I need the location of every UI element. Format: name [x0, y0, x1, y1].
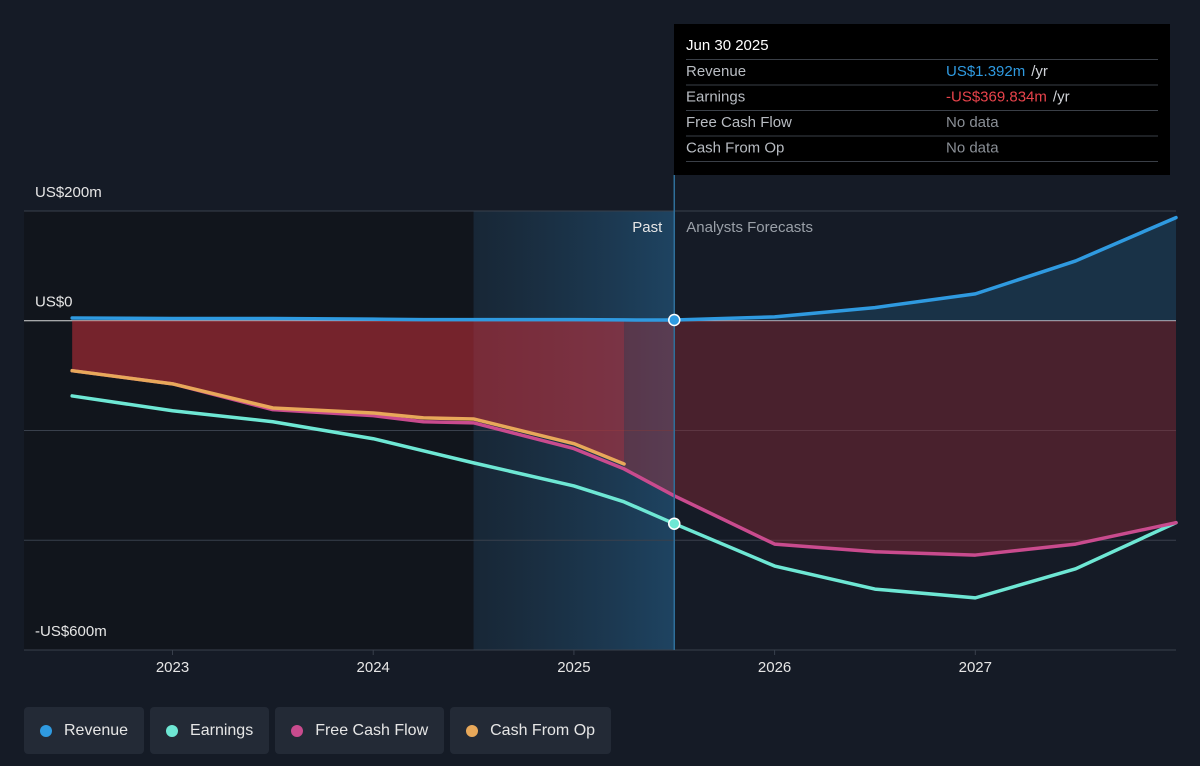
tooltip-value: US$1.392m/yr: [946, 63, 1048, 80]
x-tick-label: 2025: [557, 659, 590, 676]
value: No data: [946, 139, 999, 156]
forecast-label: Analysts Forecasts: [686, 219, 813, 236]
value: US$1.392m: [946, 63, 1025, 80]
y-tick-label: -US$600m: [35, 623, 107, 640]
series-line: [70, 368, 626, 466]
tooltip-box: [674, 24, 1170, 175]
legend-item[interactable]: Cash From Op: [450, 707, 612, 754]
legend-swatch: [291, 724, 304, 737]
tooltip-title: Jun 30 2025: [686, 37, 769, 54]
tooltip-label: Revenue: [686, 63, 746, 80]
cash-area-forecast: [674, 320, 1176, 556]
x-tick-label: 2027: [959, 659, 992, 676]
legend-swatch: [40, 724, 52, 737]
x-tick-label: 2024: [357, 659, 390, 676]
tooltip-label: Cash From Op: [686, 139, 784, 156]
revenue-area: [674, 217, 1176, 321]
cash-area-past: [72, 320, 625, 464]
series-line: [70, 215, 1178, 322]
point-marker: [668, 517, 681, 530]
point-marker: [668, 313, 681, 327]
x-tick-label: 2023: [156, 659, 189, 676]
unit: /yr: [1031, 63, 1048, 80]
value: -US$369.834m: [946, 88, 1047, 105]
unit: /yr: [1053, 88, 1070, 105]
series-line: [70, 368, 1178, 557]
past-label: Past: [632, 219, 663, 236]
legend-label: Revenue: [64, 721, 129, 739]
legend-item[interactable]: Revenue: [24, 707, 145, 754]
tooltip-label: Free Cash Flow: [686, 114, 792, 131]
legend: Revenue Earnings Free Cash Flow Cash From O…: [24, 707, 612, 754]
legend-swatch: [466, 724, 479, 737]
legend-label: Earnings: [190, 721, 254, 739]
tooltip-value: No data: [946, 139, 999, 156]
tooltip-value: No data: [946, 114, 999, 131]
y-tick-label: US$200m: [35, 184, 102, 201]
legend-label: Free Cash Flow: [315, 721, 429, 739]
tooltip-label: Earnings: [686, 88, 745, 105]
legend-label: Cash From Op: [490, 721, 596, 739]
value: No data: [946, 114, 999, 131]
fcf-area-past: [624, 320, 675, 496]
tooltip-value: -US$369.834m/yr: [946, 88, 1070, 105]
legend-item[interactable]: Earnings: [150, 707, 270, 754]
legend-item[interactable]: Free Cash Flow: [275, 707, 445, 754]
legend-swatch: [166, 724, 179, 737]
x-tick-label: 2026: [758, 659, 791, 676]
series-line: [70, 394, 1178, 600]
y-tick-label: US$0: [35, 294, 73, 311]
